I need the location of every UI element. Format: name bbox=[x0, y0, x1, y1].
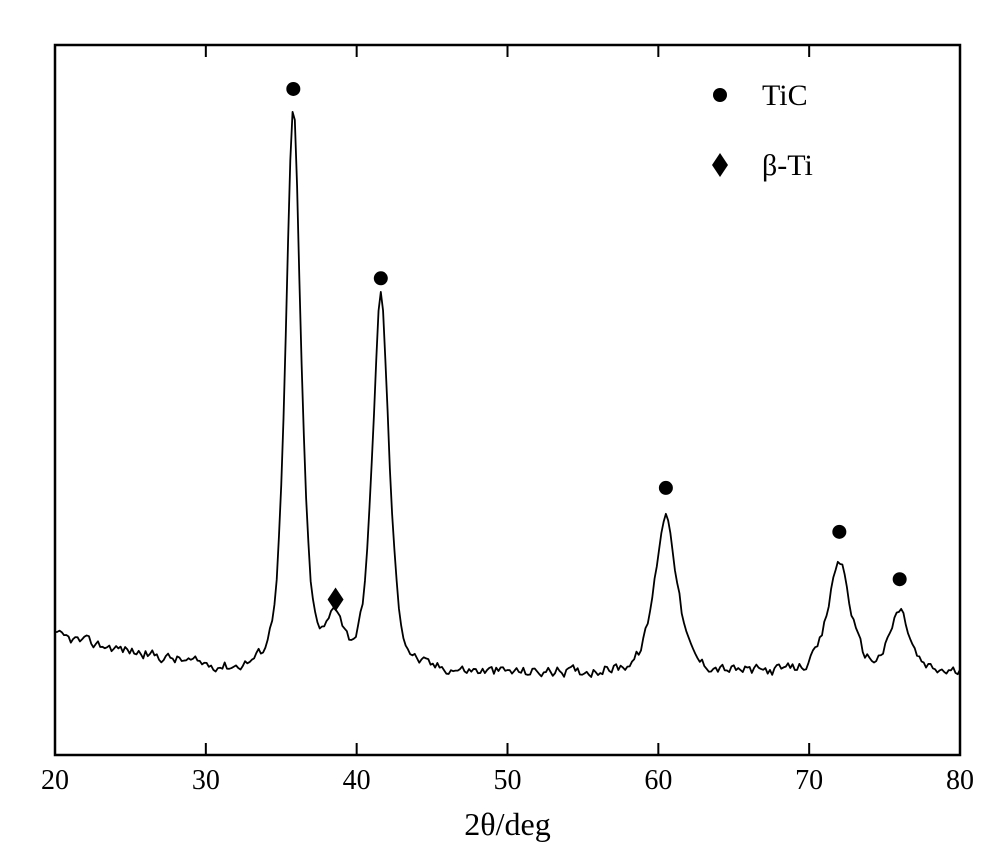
xrd-chart: 20 30 40 50 60 70 80 2θ/deg TiC β-Ti bbox=[0, 0, 1000, 867]
peak-marker-circle bbox=[893, 572, 907, 586]
x-axis-label: 2θ/deg bbox=[464, 806, 550, 842]
x-tick-label: 60 bbox=[644, 765, 672, 796]
x-tick-label: 50 bbox=[494, 765, 522, 796]
x-tick-label: 30 bbox=[192, 765, 220, 796]
chart-svg: 20 30 40 50 60 70 80 2θ/deg TiC β-Ti bbox=[0, 0, 1000, 867]
peak-marker-circle bbox=[374, 271, 388, 285]
legend-label: β-Ti bbox=[762, 149, 813, 182]
x-tick-label: 40 bbox=[343, 765, 371, 796]
peak-marker-circle bbox=[286, 82, 300, 96]
x-tick-label: 70 bbox=[795, 765, 823, 796]
x-tick-label: 20 bbox=[41, 765, 69, 796]
legend-marker-circle bbox=[713, 88, 727, 102]
peak-marker-circle bbox=[659, 481, 673, 495]
x-tick-label: 80 bbox=[946, 765, 974, 796]
legend-label: TiC bbox=[762, 79, 808, 112]
peak-marker-circle bbox=[832, 525, 846, 539]
